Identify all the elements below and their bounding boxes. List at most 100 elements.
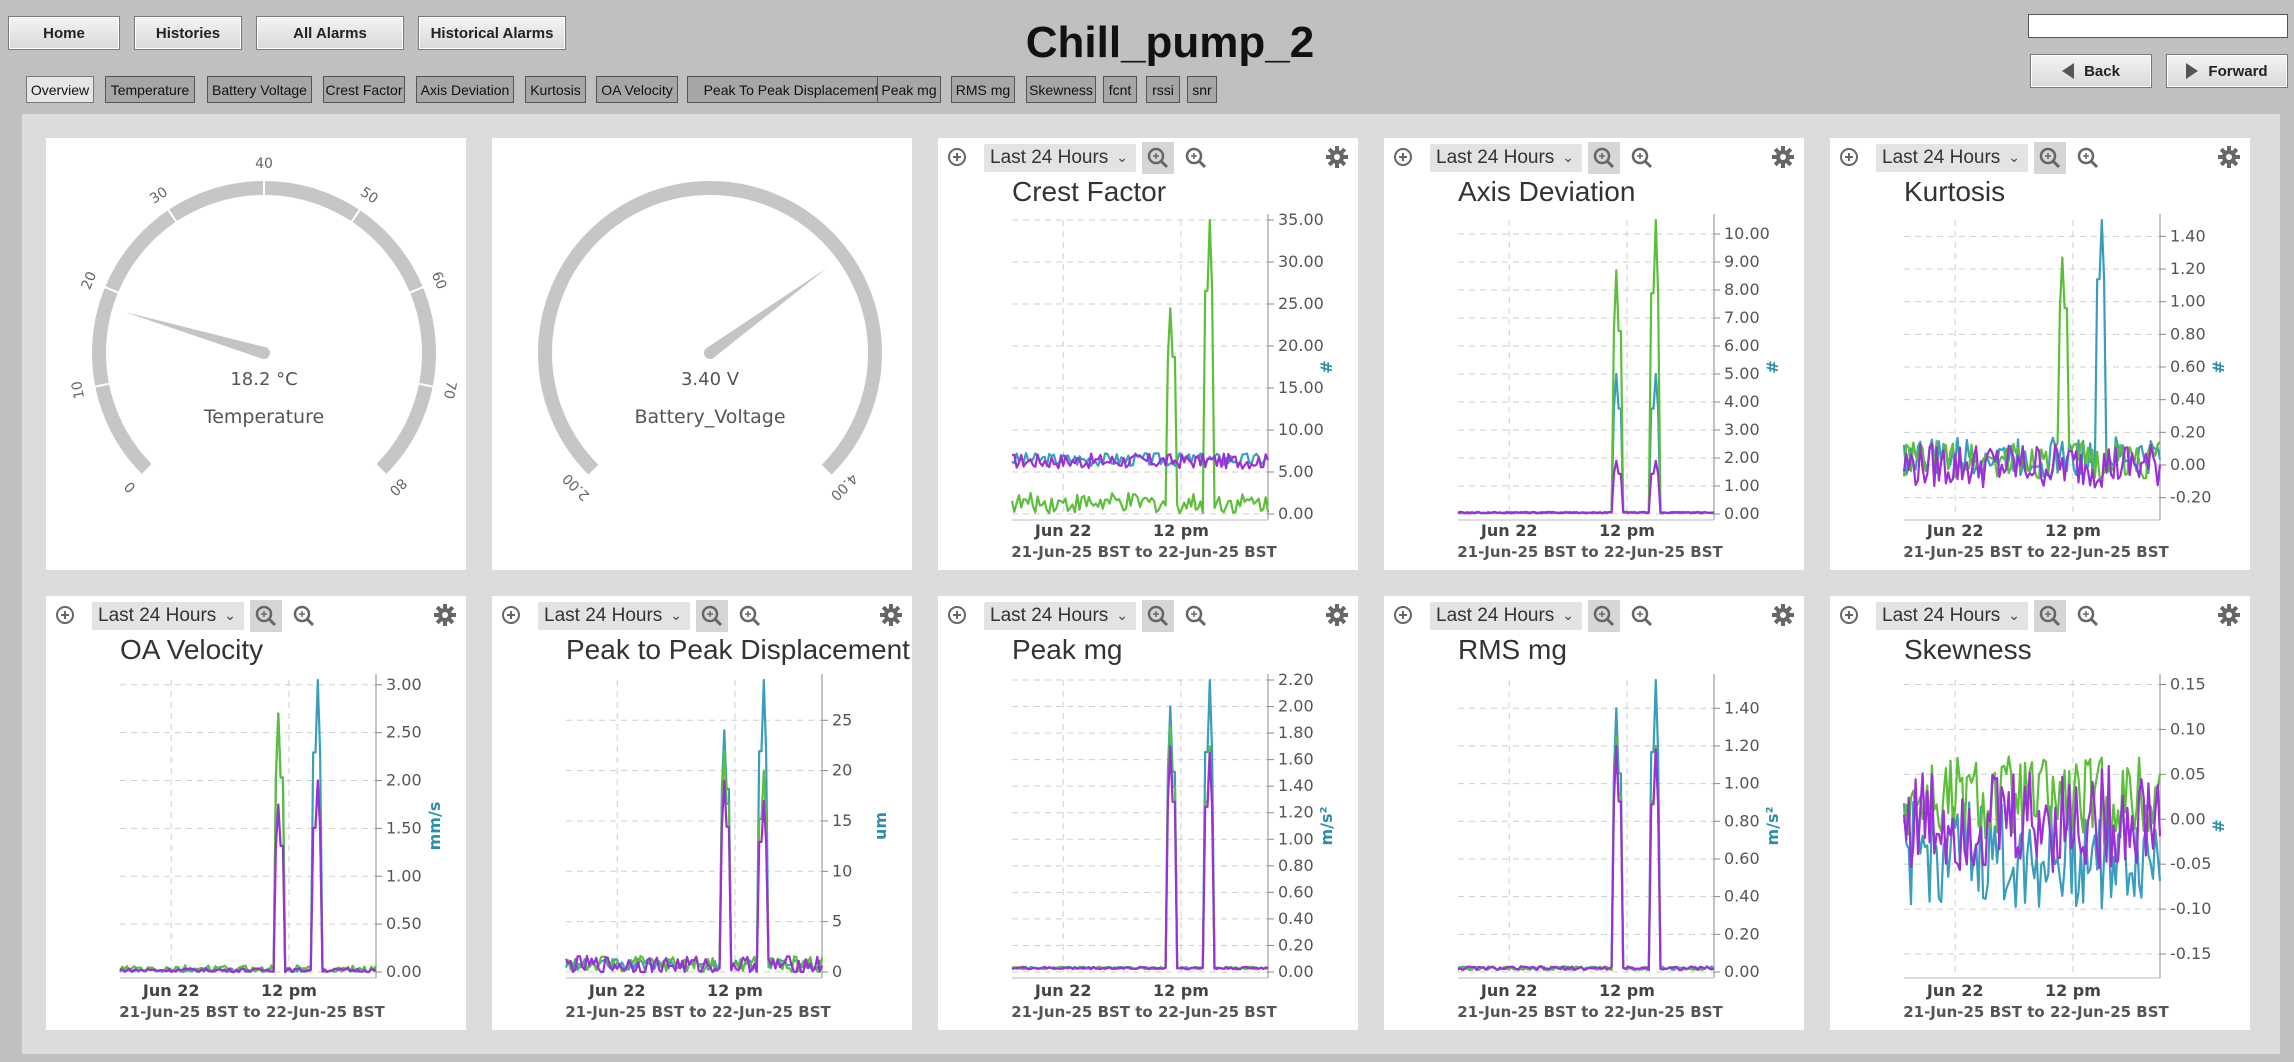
gauge-tick-label: 0	[122, 478, 140, 496]
time-range-select[interactable]: Last 24 Hours ⌄	[984, 144, 1136, 172]
chart-plot: 0.00 0.20 0.40 0.60 0.80 1.00 1.20 1.40 Jun 22 12…	[1457, 674, 1782, 1021]
y-tick-label: 0.05	[2170, 764, 2206, 783]
add-circle-icon[interactable]	[946, 146, 968, 168]
add-circle-icon[interactable]	[946, 604, 968, 626]
gear-icon[interactable]	[2216, 602, 2242, 628]
add-circle-icon[interactable]	[1392, 146, 1414, 168]
tab-temperature[interactable]: Temperature	[105, 76, 195, 103]
add-circle-icon[interactable]	[1392, 604, 1414, 626]
zoom-box-icon[interactable]	[1142, 600, 1174, 632]
y-tick-label: 0.60	[1724, 849, 1760, 868]
histories-button[interactable]: Histories	[134, 16, 242, 50]
gear-icon[interactable]	[432, 602, 458, 628]
all-alarms-button[interactable]: All Alarms	[256, 16, 404, 50]
tab-overview[interactable]: Overview	[26, 76, 94, 103]
gear-icon[interactable]	[2216, 144, 2242, 170]
y-tick-label: 0.40	[1278, 909, 1314, 928]
chart-panel-crest-factor: Last 24 Hours ⌄ Crest Factor 0.00 5.00 10.0…	[938, 138, 1358, 570]
y-tick-label: -0.20	[2170, 488, 2211, 507]
zoom-in-icon[interactable]	[1182, 602, 1210, 630]
y-tick-label: -0.10	[2170, 899, 2211, 918]
time-range-select[interactable]: Last 24 Hours ⌄	[92, 602, 244, 630]
tab-skewness[interactable]: Skewness	[1026, 76, 1096, 103]
tab-rssi[interactable]: rssi	[1146, 76, 1180, 103]
y-tick-label: 2.50	[386, 723, 422, 742]
y-tick-label: 0.00	[1724, 962, 1760, 981]
chart-title: OA Velocity	[120, 634, 264, 665]
series-line-purple	[1457, 459, 1715, 515]
series-line-green	[565, 749, 824, 974]
back-button[interactable]: Back	[2030, 54, 2152, 88]
y-tick-label: 2.00	[1278, 697, 1314, 716]
zoom-in-icon[interactable]	[2074, 144, 2102, 172]
gauge-needle-hub	[258, 347, 270, 359]
tab-peak-mg[interactable]: Peak mg	[877, 76, 941, 103]
gear-icon[interactable]	[1770, 602, 1796, 628]
y-tick-label: 8.00	[1724, 280, 1760, 299]
tab-fcnt[interactable]: fcnt	[1103, 76, 1137, 103]
date-range-label: 21-Jun-25 BST to 22-Jun-25 BST	[1903, 1003, 2169, 1021]
y-tick-label: 0.80	[2170, 324, 2206, 343]
y-tick-label: 0.60	[1278, 882, 1314, 901]
zoom-in-icon[interactable]	[1628, 144, 1656, 172]
y-tick-label: 0.50	[386, 914, 422, 933]
y-tick-label: 1.50	[386, 818, 422, 837]
tab-peak-to-peak-displacement[interactable]: Peak To Peak Displacement	[687, 76, 895, 103]
y-tick-label: 1.00	[2170, 292, 2206, 311]
historical-alarms-button[interactable]: Historical Alarms	[418, 16, 566, 50]
forward-button[interactable]: Forward	[2166, 54, 2288, 88]
gear-icon[interactable]	[878, 602, 904, 628]
gauge-arc	[538, 181, 882, 475]
tab-crest-factor[interactable]: Crest Factor	[323, 76, 405, 103]
add-circle-icon[interactable]	[54, 604, 76, 626]
zoom-box-icon[interactable]	[696, 600, 728, 632]
tab-rms-mg[interactable]: RMS mg	[951, 76, 1015, 103]
chart-panel-peak-mg: Last 24 Hours ⌄ Peak mg 0.00 0.20 0.40 0.60 0…	[938, 596, 1358, 1030]
time-range-select[interactable]: Last 24 Hours ⌄	[1430, 602, 1582, 630]
zoom-box-icon[interactable]	[250, 600, 282, 632]
series-line-purple	[1457, 744, 1715, 972]
gear-icon[interactable]	[1324, 602, 1350, 628]
tab-axis-deviation[interactable]: Axis Deviation	[416, 76, 514, 103]
add-circle-icon[interactable]	[500, 604, 522, 626]
time-range-select[interactable]: Last 24 Hours ⌄	[984, 602, 1136, 630]
zoom-in-icon[interactable]	[290, 602, 318, 630]
home-button[interactable]: Home	[8, 16, 120, 50]
add-circle-icon[interactable]	[1838, 604, 1860, 626]
tab-snr[interactable]: snr	[1187, 76, 1217, 103]
y-tick-label: 20	[832, 761, 852, 780]
series-line-green	[1902, 755, 2162, 846]
tab-battery-voltage[interactable]: Battery Voltage	[207, 76, 312, 103]
time-range-value: Last 24 Hours	[98, 605, 217, 626]
time-range-select[interactable]: Last 24 Hours ⌄	[1876, 144, 2028, 172]
zoom-in-icon[interactable]	[1628, 602, 1656, 630]
y-tick-label: 0.15	[2170, 674, 2206, 693]
search-input[interactable]	[2028, 14, 2288, 38]
zoom-in-icon[interactable]	[1182, 144, 1210, 172]
time-range-select[interactable]: Last 24 Hours ⌄	[1430, 144, 1582, 172]
y-tick-label: 30.00	[1278, 252, 1324, 271]
gauge-tick	[104, 286, 119, 294]
tab-oa-velocity[interactable]: OA Velocity	[596, 76, 678, 103]
zoom-in-icon[interactable]	[736, 602, 764, 630]
zoom-in-icon[interactable]	[2074, 602, 2102, 630]
zoom-box-icon[interactable]	[1588, 142, 1620, 174]
back-arrow-icon	[2062, 63, 2075, 79]
series-line-purple	[565, 779, 824, 974]
tab-kurtosis[interactable]: Kurtosis	[525, 76, 586, 103]
x-tick-label: Jun 22	[1926, 521, 1984, 540]
x-tick-label: Jun 22	[1926, 981, 1984, 1000]
time-range-select[interactable]: Last 24 Hours ⌄	[538, 602, 690, 630]
add-circle-icon[interactable]	[1838, 146, 1860, 168]
x-tick-label: Jun 22	[588, 981, 646, 1000]
gear-icon[interactable]	[1770, 144, 1796, 170]
time-range-select[interactable]: Last 24 Hours ⌄	[1876, 602, 2028, 630]
zoom-box-icon[interactable]	[2034, 142, 2066, 174]
y-axis-unit: #	[1763, 360, 1782, 373]
gear-icon[interactable]	[1324, 144, 1350, 170]
zoom-box-icon[interactable]	[2034, 600, 2066, 632]
zoom-box-icon[interactable]	[1142, 142, 1174, 174]
y-tick-label: 3.00	[1724, 420, 1760, 439]
zoom-box-icon[interactable]	[1588, 600, 1620, 632]
forward-arrow-icon	[2186, 63, 2199, 79]
